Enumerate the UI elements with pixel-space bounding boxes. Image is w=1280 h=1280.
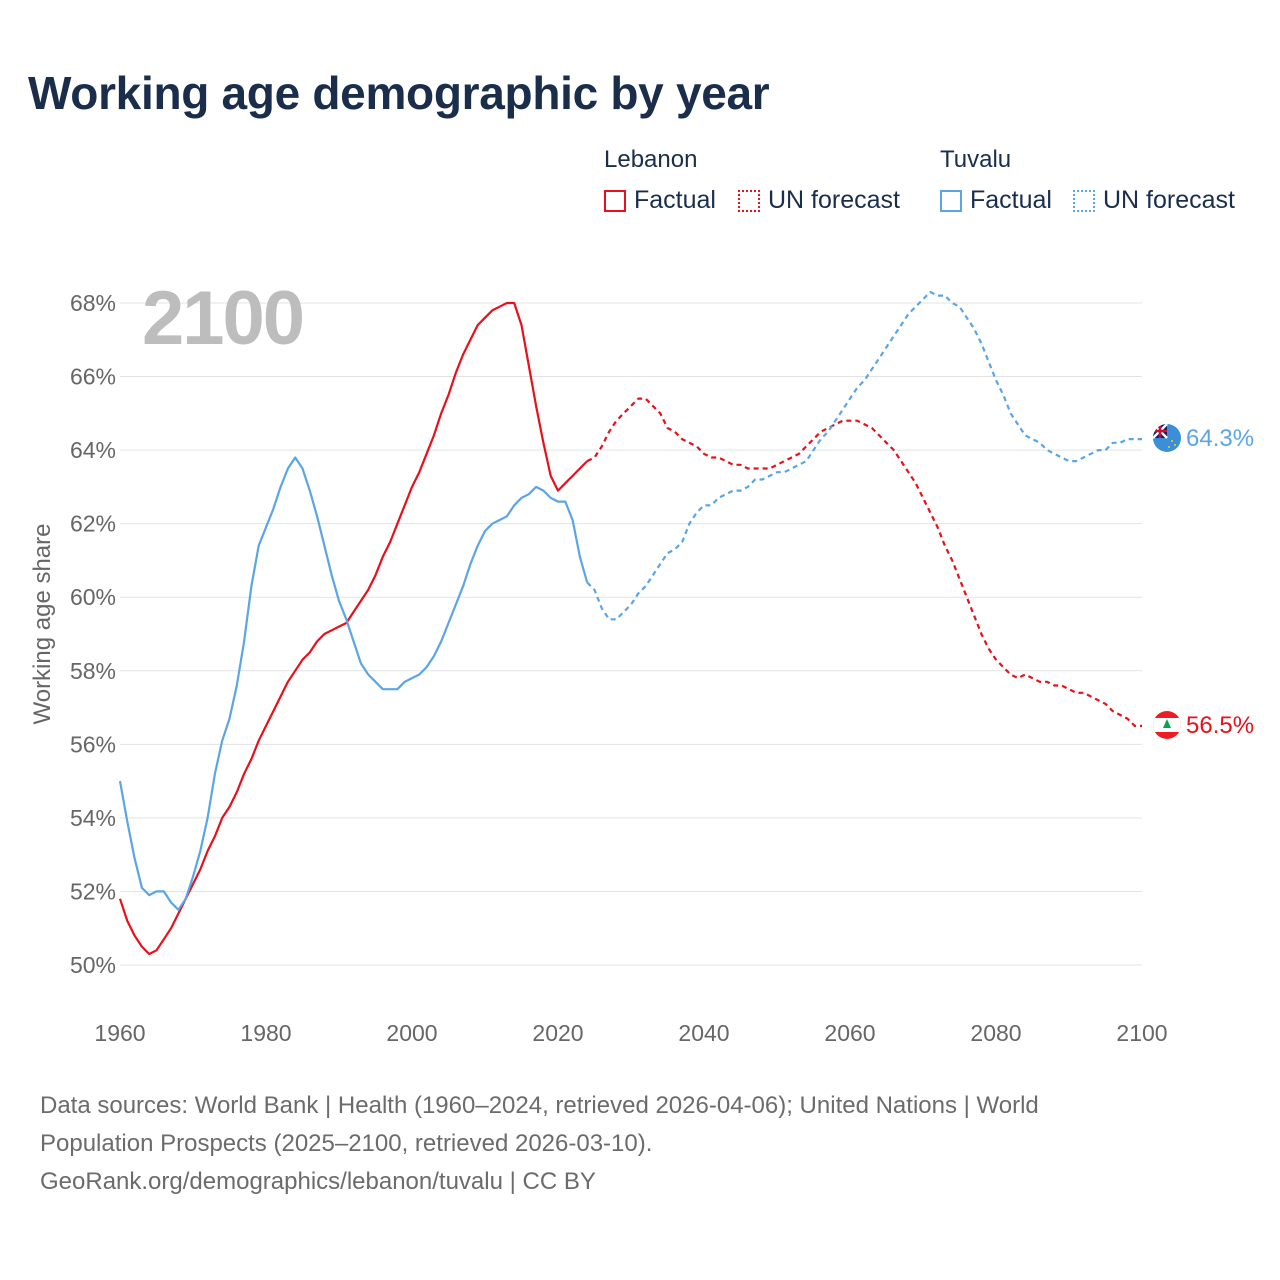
chart-title: Working age demographic by year (28, 67, 770, 119)
footer-line: GeoRank.org/demographics/lebanon/tuvalu … (40, 1168, 596, 1195)
x-axis-ticks: 1960 1980 2000 2020 2040 2060 2080 2100 (94, 1020, 1167, 1046)
footer-sources: Data sources: World Bank | Health (1960–… (40, 1087, 1240, 1201)
gridlines (120, 302, 1142, 966)
tuvalu-factual-line (118, 456, 589, 911)
y-tick-label: 60% (70, 584, 116, 610)
y-tick-label: 54% (70, 805, 116, 831)
lebanon-flag-icon (1153, 711, 1181, 739)
footer-line: Data sources: World Bank | Health (1960–… (40, 1092, 1039, 1119)
x-tick-label: 2000 (386, 1020, 437, 1046)
x-tick-label: 2100 (1116, 1020, 1167, 1046)
legend-label: Factual (634, 186, 716, 214)
x-tick-label: 2060 (824, 1020, 875, 1046)
series-lines (118, 290, 1142, 956)
year-watermark: 2100 (142, 276, 303, 361)
y-tick-label: 50% (70, 952, 116, 978)
y-tick-label: 66% (70, 364, 116, 390)
y-tick-label: 62% (70, 511, 116, 537)
legend-title-lebanon: Lebanon (604, 146, 698, 173)
x-tick-label: 2080 (970, 1020, 1021, 1046)
legend-tuvalu-factual[interactable]: Factual (940, 186, 1052, 215)
y-tick-label: 56% (70, 731, 116, 757)
x-tick-label: 1980 (240, 1020, 291, 1046)
legend-lebanon-forecast[interactable]: UN forecast (738, 186, 900, 215)
legend-swatch-solid (604, 189, 626, 212)
lebanon-factual-line (118, 301, 588, 956)
tuvalu-forecast-line (586, 290, 1142, 621)
x-tick-label: 2020 (532, 1020, 583, 1046)
legend-lebanon-factual[interactable]: Factual (604, 186, 716, 215)
legend-title-tuvalu: Tuvalu (940, 146, 1012, 173)
x-tick-label: 1960 (94, 1020, 145, 1046)
x-tick-label: 2040 (678, 1020, 729, 1046)
tuvalu-end-label: 64.3% (1186, 425, 1254, 452)
lebanon-forecast-line (586, 397, 1142, 727)
line-chart: 50% 52% 54% 56% 58% 60% 62% 64% 66% 68% 1960 1980 2… (29, 276, 1254, 1046)
legend-tuvalu-forecast[interactable]: UN forecast (1073, 186, 1235, 215)
y-axis-ticks: 50% 52% 54% 56% 58% 60% 62% 64% 66% 68% (70, 290, 116, 978)
y-tick-label: 64% (70, 437, 116, 463)
legend-swatch-solid (940, 189, 962, 212)
legend-label: Factual (970, 186, 1052, 214)
legend-swatch-dotted (738, 189, 760, 212)
lebanon-end-label: 56.5% (1186, 712, 1254, 739)
y-tick-label: 68% (70, 290, 116, 316)
legend-label: UN forecast (768, 186, 900, 214)
y-tick-label: 52% (70, 878, 116, 904)
footer-line: Population Prospects (2025–2100, retriev… (40, 1130, 653, 1157)
tuvalu-flag-icon (1153, 424, 1181, 452)
y-tick-label: 58% (70, 658, 116, 684)
y-axis-label: Working age share (29, 524, 56, 725)
legend-label: UN forecast (1103, 186, 1235, 214)
legend-swatch-dotted (1073, 189, 1095, 212)
